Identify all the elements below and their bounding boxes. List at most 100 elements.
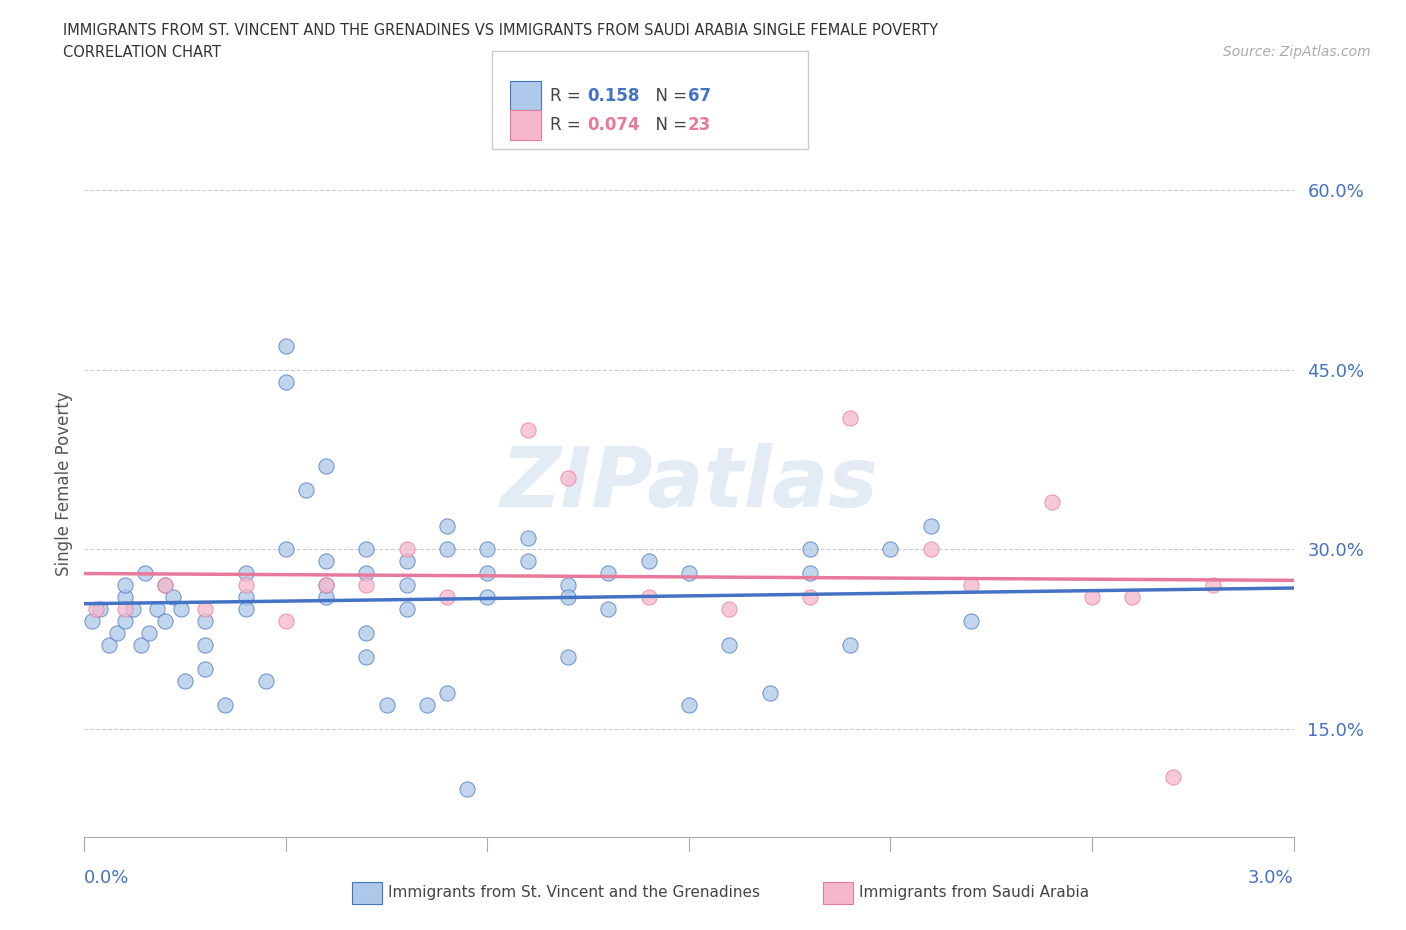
Point [516,554,538,569]
Point [97,638,120,653]
Point [86,602,108,617]
Point [598,602,620,617]
Point [315,590,337,604]
Point [395,578,418,592]
Point [153,614,176,629]
Point [274,542,297,557]
Point [162,590,184,604]
Point [114,578,136,592]
Point [557,578,579,592]
Text: 0.0%: 0.0% [84,869,129,887]
Point [356,542,378,557]
Text: 0.158: 0.158 [588,86,640,104]
Point [235,602,257,617]
Point [758,685,780,700]
Point [436,542,458,557]
Point [89,602,111,617]
Point [678,566,700,581]
Point [477,566,499,581]
Text: 0.074: 0.074 [588,115,640,134]
Point [315,578,337,592]
Point [920,542,942,557]
Point [1081,590,1104,604]
Point [138,626,160,641]
Point [170,602,193,617]
Point [395,542,418,557]
Point [1161,770,1184,785]
Point [295,482,318,497]
Point [235,566,257,581]
Point [395,602,418,617]
Point [799,566,821,581]
Point [456,781,478,796]
Point [194,662,217,677]
Point [678,698,700,712]
Point [436,518,458,533]
Text: Source: ZipAtlas.com: Source: ZipAtlas.com [1223,45,1371,59]
Text: 3.0%: 3.0% [1249,869,1294,887]
Text: Immigrants from Saudi Arabia: Immigrants from Saudi Arabia [859,885,1090,900]
Point [375,698,398,712]
Point [356,626,378,641]
Text: R =: R = [550,115,586,134]
Point [274,339,297,353]
Point [315,578,337,592]
Text: Immigrants from St. Vincent and the Grenadines: Immigrants from St. Vincent and the Gren… [388,885,761,900]
Point [315,554,337,569]
Point [274,614,297,629]
Point [718,602,741,617]
Point [1040,494,1063,509]
Point [598,566,620,581]
Point [121,602,143,617]
Point [477,590,499,604]
Text: IMMIGRANTS FROM ST. VINCENT AND THE GRENADINES VS IMMIGRANTS FROM SAUDI ARABIA S: IMMIGRANTS FROM ST. VINCENT AND THE GREN… [63,23,938,38]
Point [235,578,257,592]
Point [214,698,236,712]
Point [356,578,378,592]
Y-axis label: Single Female Poverty: Single Female Poverty [55,392,73,576]
Text: N =: N = [645,115,693,134]
Point [637,554,659,569]
Point [153,578,176,592]
Point [718,638,741,653]
Point [920,518,942,533]
Point [114,590,136,604]
Point [436,685,458,700]
Point [799,590,821,604]
Point [637,590,659,604]
Point [557,471,579,485]
Text: CORRELATION CHART: CORRELATION CHART [63,45,221,60]
Point [960,578,983,592]
Point [436,590,458,604]
Point [799,542,821,557]
Point [1202,578,1225,592]
Point [879,542,901,557]
Point [235,590,257,604]
Point [395,554,418,569]
Point [254,674,277,689]
Point [356,566,378,581]
Point [516,530,538,545]
Point [194,638,217,653]
Point [516,422,538,437]
Text: ZIPatlas: ZIPatlas [501,443,877,525]
Text: 23: 23 [688,115,711,134]
Point [82,614,104,629]
Point [114,614,136,629]
Point [134,566,156,581]
Point [105,626,128,641]
Point [153,578,176,592]
Text: 67: 67 [688,86,710,104]
Point [557,590,579,604]
Point [315,458,337,473]
Point [477,542,499,557]
Point [839,638,862,653]
Point [194,614,217,629]
Point [146,602,169,617]
Point [960,614,983,629]
Point [416,698,439,712]
Point [114,602,136,617]
Point [274,375,297,390]
Text: N =: N = [645,86,693,104]
Point [174,674,197,689]
